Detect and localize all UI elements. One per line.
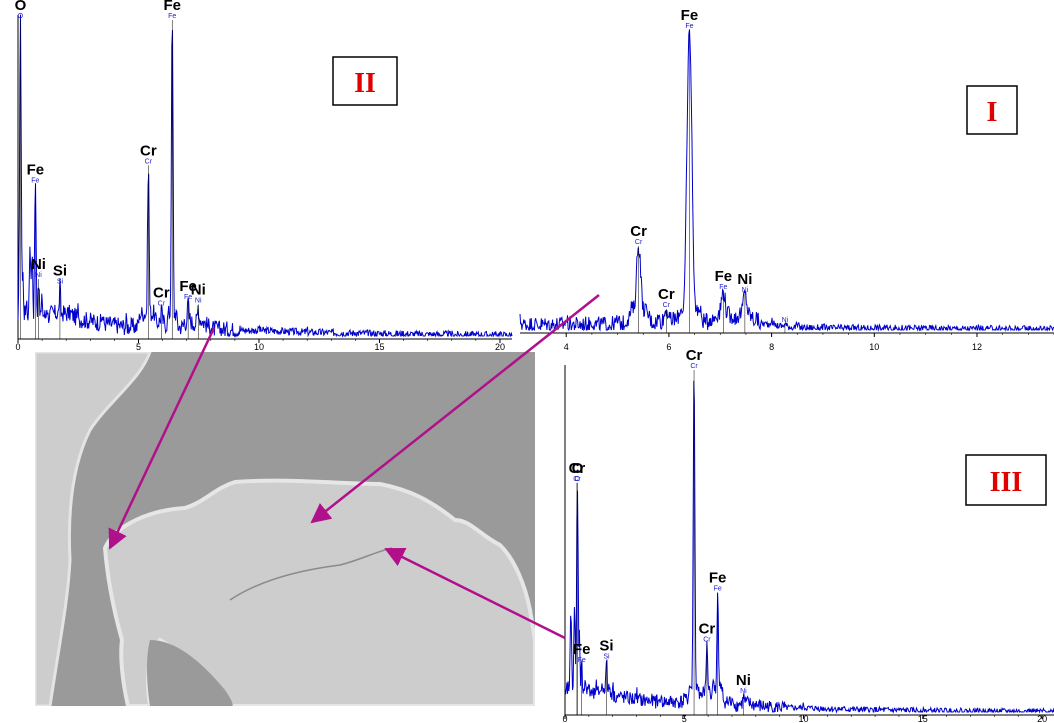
peak-tag-small: Cr [573, 476, 581, 483]
peak-tag-small: Si [603, 654, 610, 661]
peak-label: Fe [27, 161, 45, 178]
peak-label: Fe [573, 641, 591, 658]
peak-tag-small: Ni [35, 272, 42, 279]
peak-label: Ni [736, 672, 751, 689]
peak-tag-small: Cr [690, 363, 698, 370]
x-tick-label: 10 [869, 342, 879, 352]
peak-label: Cr [569, 460, 586, 477]
peak-tag-small: Ni [782, 317, 789, 324]
peak-label: Fe [179, 278, 197, 295]
peak-label: Fe [715, 268, 733, 285]
peak-tag-small: Ni [742, 287, 749, 294]
peak-label: Cr [140, 142, 157, 159]
sem-label-mode: COMPO [202, 710, 240, 721]
x-tick-label: 12 [972, 342, 982, 352]
panel-label-iii: III [965, 454, 1047, 506]
peak-tag-small: Ni [195, 297, 202, 304]
peak-label: Ni [737, 271, 752, 288]
peak-label: Cr [686, 347, 703, 364]
panel-label-iii-text: III [990, 467, 1023, 498]
x-tick-label: 0 [15, 342, 20, 352]
peak-tag-small: Fe [719, 284, 727, 291]
sem-info-bar [35, 706, 535, 723]
sem-micrograph: ENSM COMPO 15.0kV X3,000 1μm WD 7.2mm [35, 352, 535, 723]
x-tick-label: 8 [769, 342, 774, 352]
x-tick-label: 15 [374, 342, 384, 352]
x-tick-label: 6 [666, 342, 671, 352]
peak-tag-small: Si [57, 278, 64, 285]
x-tick-label: 15 [918, 714, 928, 723]
peak-label: Ni [31, 256, 46, 273]
peak-label: Cr [699, 621, 716, 638]
arrow-i-to-bulk [310, 294, 600, 524]
x-tick-label: 4 [564, 342, 569, 352]
x-tick-label: 20 [1037, 714, 1047, 723]
peak-tag-small: Cr [663, 302, 671, 309]
peak-tag-small: Ni [740, 688, 747, 695]
peak-tag-small: O [18, 13, 24, 20]
x-tick-label: 20 [495, 342, 505, 352]
peak-tag-small: Fe [578, 657, 586, 664]
peak-label: Cr [658, 286, 675, 303]
arrow-iii-to-crack [384, 547, 566, 640]
peak-tag-small: Fe [184, 294, 192, 301]
x-tick-label: 5 [682, 714, 687, 723]
sem-label-wd: WD 7.2mm [434, 710, 484, 721]
sem-inner-gap [147, 640, 233, 706]
sem-label-kv: 15.0kV [258, 710, 289, 721]
x-tick-label: 10 [254, 342, 264, 352]
panel-label-i-text: I [987, 97, 998, 128]
x-tick-label: 0 [562, 714, 567, 723]
sem-label-scale: 1μm [378, 710, 398, 721]
peak-tag-small: Fe [714, 585, 722, 592]
peak-tag-small: Cr [145, 158, 153, 165]
spectrum-line [17, 14, 513, 338]
sem-crack [229, 547, 393, 601]
spectrum-line [564, 380, 1054, 714]
peak-label: Ni [191, 281, 206, 298]
peak-label: O [572, 460, 584, 477]
peak-tag-small: O [575, 476, 581, 483]
peak-label: Si [599, 638, 613, 655]
peak-label: Fe [163, 0, 181, 14]
sem-main-particle [102, 478, 535, 706]
peak-tag-small: Fe [168, 13, 176, 20]
spectrum-line [519, 29, 1054, 332]
x-tick-label: 5 [136, 342, 141, 352]
peak-tag-small: Cr [635, 239, 643, 246]
peak-tag-small: Cr [158, 301, 166, 308]
panel-label-ii: II [332, 56, 398, 106]
spectrum-panel-ii: 0 5 10 15 20OOFeFeNiNiSiSiCrCrCrCrFeFeFeFeNi… [15, 0, 513, 352]
peak-label: Fe [709, 569, 727, 586]
peak-label: Cr [630, 223, 647, 240]
peak-tag-small: Fe [31, 177, 39, 184]
peak-tag-small: Fe [685, 23, 693, 30]
x-tick-label: 10 [799, 714, 809, 723]
sem-label-mag: X3,000 [316, 710, 348, 721]
peak-label: Fe [681, 7, 699, 24]
peak-tag-small: Cr [703, 637, 711, 644]
panel-label-i: I [966, 85, 1018, 135]
sem-left-particle [35, 352, 152, 706]
peak-label: Cr [153, 285, 170, 302]
sem-label-ensm: ENSM [55, 710, 84, 721]
arrow-ii-to-edge [108, 327, 216, 550]
peak-label: O [15, 0, 27, 14]
peak-label: Si [53, 262, 67, 279]
panel-label-ii-text: II [354, 68, 376, 99]
